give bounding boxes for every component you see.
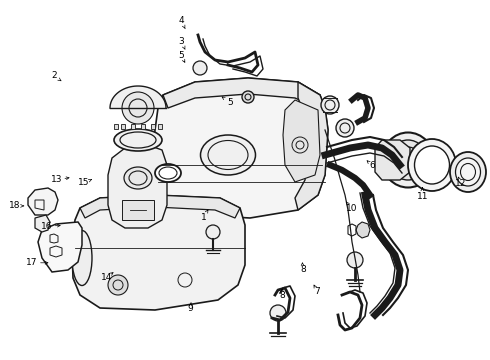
Ellipse shape	[200, 135, 255, 175]
Ellipse shape	[124, 167, 152, 189]
Text: 1: 1	[200, 213, 206, 222]
Ellipse shape	[456, 158, 481, 186]
Text: 6: 6	[369, 161, 375, 170]
Polygon shape	[122, 200, 154, 220]
Ellipse shape	[408, 139, 456, 191]
Polygon shape	[110, 86, 166, 108]
Polygon shape	[158, 124, 162, 129]
Circle shape	[108, 275, 128, 295]
Polygon shape	[121, 124, 125, 129]
Polygon shape	[131, 124, 135, 129]
Polygon shape	[375, 140, 410, 180]
Text: 7: 7	[315, 287, 320, 296]
Text: 8: 8	[300, 265, 306, 274]
Text: 12: 12	[455, 179, 466, 188]
Text: 4: 4	[178, 16, 184, 25]
Ellipse shape	[382, 132, 434, 188]
Circle shape	[336, 119, 354, 137]
Ellipse shape	[155, 164, 181, 182]
Text: 5: 5	[227, 98, 233, 107]
Polygon shape	[141, 124, 145, 129]
Ellipse shape	[415, 146, 449, 184]
Ellipse shape	[395, 147, 420, 173]
Text: 3: 3	[178, 37, 184, 46]
Polygon shape	[151, 124, 155, 129]
Text: 10: 10	[346, 204, 358, 213]
Ellipse shape	[389, 140, 427, 180]
Circle shape	[122, 92, 154, 124]
Polygon shape	[72, 195, 245, 310]
Text: 8: 8	[279, 291, 285, 300]
Circle shape	[206, 225, 220, 239]
Text: 2: 2	[51, 71, 57, 80]
Text: 18: 18	[9, 201, 21, 210]
Polygon shape	[28, 188, 58, 215]
Polygon shape	[38, 222, 82, 272]
Text: 17: 17	[26, 258, 38, 267]
Polygon shape	[80, 195, 240, 218]
Text: 14: 14	[101, 273, 113, 282]
Circle shape	[270, 305, 286, 321]
Polygon shape	[108, 145, 167, 228]
Polygon shape	[35, 215, 50, 232]
Ellipse shape	[114, 129, 162, 151]
Circle shape	[347, 252, 363, 268]
Text: 9: 9	[187, 304, 193, 313]
Polygon shape	[152, 78, 328, 218]
Polygon shape	[356, 222, 370, 238]
Text: 11: 11	[416, 192, 428, 201]
Text: 15: 15	[77, 178, 89, 187]
Polygon shape	[283, 100, 320, 182]
Text: 16: 16	[41, 222, 52, 231]
Text: 13: 13	[50, 175, 62, 184]
Circle shape	[321, 96, 339, 114]
Polygon shape	[295, 82, 328, 210]
Circle shape	[242, 91, 254, 103]
Ellipse shape	[450, 152, 486, 192]
Circle shape	[193, 61, 207, 75]
Ellipse shape	[72, 230, 92, 285]
Polygon shape	[163, 78, 320, 108]
Polygon shape	[114, 124, 118, 129]
Text: 5: 5	[178, 51, 184, 60]
